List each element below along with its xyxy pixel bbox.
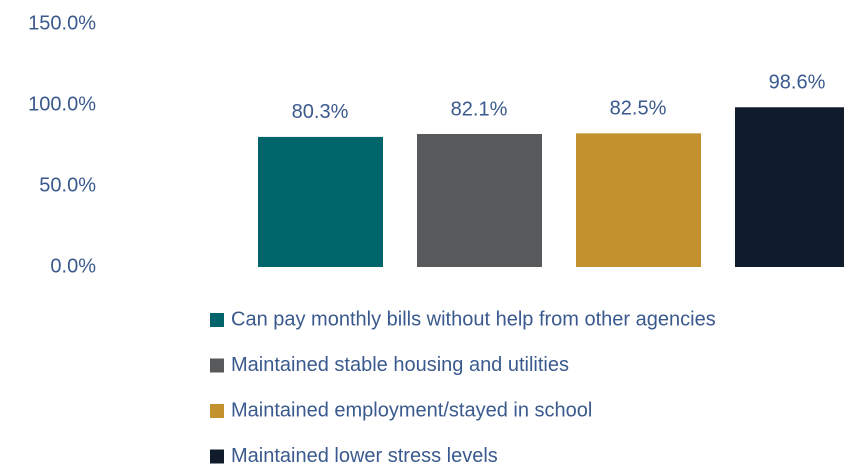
legend-label: Maintained stable housing and utilities [231,354,569,376]
bar [417,133,542,267]
bar [735,107,844,267]
value-label: 82.1% [451,98,508,120]
y-tick-label: 50.0% [39,174,96,196]
y-tick-label: 100.0% [28,93,96,115]
legend-swatch [210,449,224,464]
bar [576,133,701,267]
legend-swatch [210,358,224,373]
legend-swatch [210,313,224,327]
value-label: 80.3% [292,101,349,123]
legend-label: Maintained lower stress levels [231,445,498,467]
legend-swatch [210,404,224,418]
value-label: 98.6% [769,72,826,94]
value-label: 82.5% [610,98,667,120]
y-tick-label: 0.0% [50,255,96,277]
y-tick-label: 150.0% [28,12,96,34]
legend-label: Can pay monthly bills without help from … [231,308,716,330]
legend-label: Maintained employment/stayed in school [231,399,592,421]
bar [258,136,383,267]
